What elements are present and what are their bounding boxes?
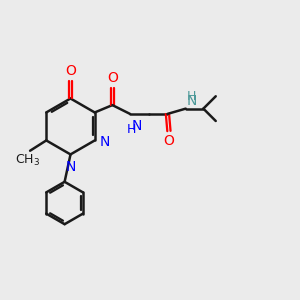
Text: N: N	[99, 135, 110, 149]
Text: O: O	[65, 64, 76, 78]
Text: O: O	[164, 134, 174, 148]
Text: H: H	[127, 123, 136, 136]
Text: O: O	[107, 71, 118, 85]
Text: CH$_3$: CH$_3$	[15, 153, 40, 168]
Text: N: N	[131, 119, 142, 133]
Text: N: N	[65, 160, 76, 174]
Text: N: N	[186, 94, 197, 108]
Text: H: H	[187, 90, 196, 103]
